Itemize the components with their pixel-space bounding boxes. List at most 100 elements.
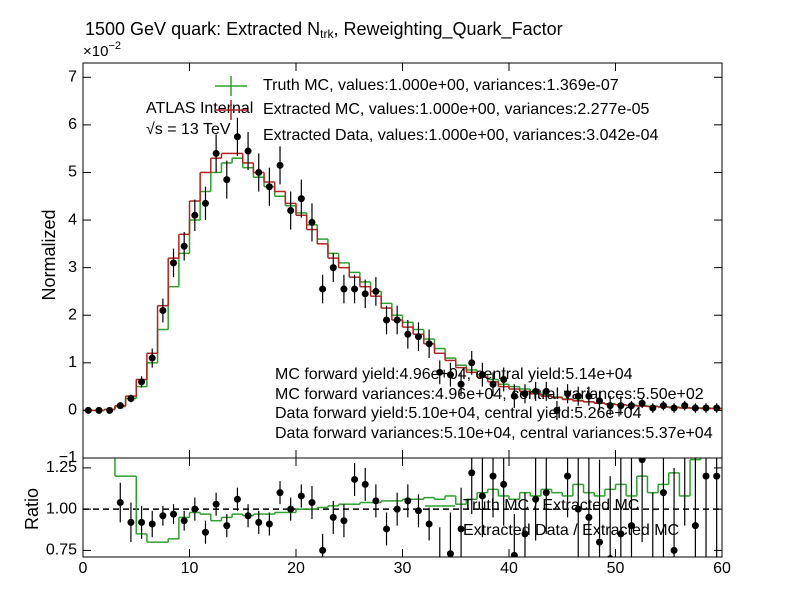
y-tick-label: 4: [68, 211, 77, 228]
data-point: [255, 518, 263, 526]
data-point: [606, 402, 614, 410]
data-point: [532, 495, 540, 503]
data-point: [138, 518, 146, 526]
data-point: [223, 522, 231, 530]
annotation: Data forward yield:5.10e+04, central yie…: [275, 405, 642, 422]
data-point: [659, 489, 667, 497]
data-point: [500, 375, 508, 383]
data-point: [244, 512, 252, 520]
x-tick-label: 20: [287, 560, 305, 577]
data-point: [319, 546, 327, 554]
data-point: [532, 387, 540, 395]
annotation: MC forward yield:4.96e+04, central yield…: [275, 366, 633, 383]
data-point: [649, 404, 657, 412]
y-tick-label: −1: [59, 449, 77, 466]
data-point: [201, 528, 209, 536]
y-axis-label: Ratio: [22, 488, 42, 530]
x-tick-label: 30: [394, 560, 412, 577]
data-point: [691, 404, 699, 412]
data-point: [404, 497, 412, 505]
data-point: [627, 522, 635, 530]
data-point: [159, 512, 167, 520]
data-point: [457, 525, 465, 533]
data-point: [585, 392, 593, 400]
data-point: [116, 499, 124, 507]
y-offset: ×10−2: [83, 40, 121, 60]
ratio-plot-area: [83, 458, 722, 557]
y-tick-label: 7: [68, 68, 77, 85]
data-point: [297, 195, 305, 203]
data-point: [468, 469, 476, 477]
data-point: [148, 520, 156, 528]
legend-label: Extracted MC, values:1.000e+00, variance…: [263, 101, 650, 118]
y-tick-label: 3: [68, 259, 77, 276]
data-point: [404, 330, 412, 338]
data-point: [425, 340, 433, 348]
legend-label: Truth MC / Extracted MC: [463, 497, 639, 514]
data-point: [287, 505, 295, 513]
data-point: [170, 510, 178, 518]
data-point: [308, 499, 316, 507]
ratio-frame: [82, 457, 723, 558]
data-point: [191, 211, 199, 219]
data-point: [95, 406, 103, 414]
data-point: [212, 500, 220, 508]
annotation: Data forward variances:5.10e+04, central…: [275, 425, 713, 442]
data-point: [201, 199, 209, 207]
annotation: MC forward variances:4.96e+04, central v…: [275, 386, 704, 403]
data-point: [425, 520, 433, 528]
y-tick-label: 5: [68, 164, 77, 181]
title-suffix: , Reweighting_Quark_Factor: [333, 19, 562, 40]
data-point: [233, 495, 241, 503]
chart-title: 1500 GeV quark: Extracted Ntrk, Reweight…: [85, 19, 563, 41]
data-point: [372, 497, 380, 505]
data-point: [276, 489, 284, 497]
data-point: [159, 306, 167, 314]
data-point: [414, 333, 422, 341]
data-point: [351, 285, 359, 293]
data-point: [340, 285, 348, 293]
data-point: [500, 480, 508, 488]
x-tick-label: 0: [79, 560, 88, 577]
data-point: [489, 380, 497, 388]
data-point: [329, 264, 337, 272]
data-point: [702, 404, 710, 412]
data-point: [127, 395, 135, 403]
data-point: [233, 133, 241, 141]
legend-label: Extracted Data, values:1.000e+00, varian…: [263, 127, 658, 144]
data-point: [276, 161, 284, 169]
data-point: [383, 525, 391, 533]
data-point: [489, 472, 497, 480]
data-point: [521, 530, 529, 538]
data-point: [702, 472, 710, 480]
data-point: [585, 513, 593, 521]
data-point: [212, 149, 220, 157]
data-point: [255, 168, 263, 176]
data-point: [372, 287, 380, 295]
x-tick-label: 50: [607, 560, 625, 577]
data-point: [670, 546, 678, 554]
energy-label: √s = 13 TeV: [146, 121, 231, 138]
data-point: [308, 218, 316, 226]
data-point: [436, 368, 444, 376]
offset-exponent: −2: [108, 40, 121, 52]
experiment-label: ATLAS Internal: [146, 100, 253, 117]
data-point: [393, 505, 401, 513]
data-point: [244, 147, 252, 155]
data-point: [670, 404, 678, 412]
data-point: [351, 475, 359, 483]
data-point: [361, 480, 369, 488]
title-subscript: trk: [320, 27, 334, 41]
data-point: [478, 371, 486, 379]
data-point: [446, 371, 454, 379]
data-point: [564, 472, 572, 480]
y-tick-label: 1.00: [46, 500, 77, 517]
data-point: [478, 492, 486, 500]
data-point: [148, 354, 156, 362]
data-point: [116, 402, 124, 410]
data-point: [574, 392, 582, 400]
y-tick-label: 1.25: [46, 459, 77, 476]
data-point: [627, 402, 635, 410]
